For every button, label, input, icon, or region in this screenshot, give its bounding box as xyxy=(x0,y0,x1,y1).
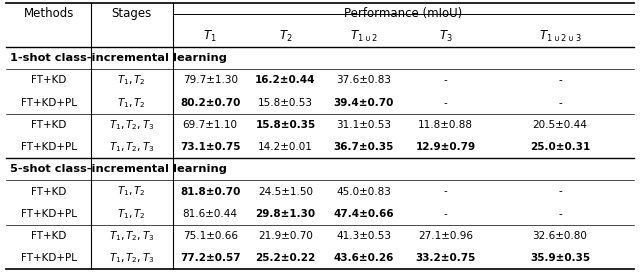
Text: -: - xyxy=(558,209,562,219)
Text: $T_1$: $T_1$ xyxy=(204,29,217,44)
Text: 15.8±0.53: 15.8±0.53 xyxy=(258,98,313,108)
Text: 35.9±0.35: 35.9±0.35 xyxy=(530,253,590,263)
Text: -: - xyxy=(558,98,562,108)
Text: 25.0±0.31: 25.0±0.31 xyxy=(530,142,590,152)
Text: FT+KD+PL: FT+KD+PL xyxy=(20,142,77,152)
Text: FT+KD: FT+KD xyxy=(31,120,67,130)
Text: 32.6±0.80: 32.6±0.80 xyxy=(532,231,588,241)
Text: Performance (mIoU): Performance (mIoU) xyxy=(344,7,462,20)
Text: 31.1±0.53: 31.1±0.53 xyxy=(337,120,392,130)
Text: 81.8±0.70: 81.8±0.70 xyxy=(180,187,241,197)
Text: 20.5±0.44: 20.5±0.44 xyxy=(532,120,588,130)
Text: $T_1, T_2$: $T_1, T_2$ xyxy=(118,73,146,87)
Text: FT+KD+PL: FT+KD+PL xyxy=(20,98,77,108)
Text: $T_1, T_2$: $T_1, T_2$ xyxy=(118,207,146,221)
Text: $T_1, T_2, T_3$: $T_1, T_2, T_3$ xyxy=(109,229,155,243)
Text: $T_1, T_2$: $T_1, T_2$ xyxy=(118,185,146,199)
Text: 33.2±0.75: 33.2±0.75 xyxy=(415,253,476,263)
Text: 75.1±0.66: 75.1±0.66 xyxy=(183,231,237,241)
Text: $T_{1\cup2}$: $T_{1\cup2}$ xyxy=(350,29,378,44)
Text: 39.4±0.70: 39.4±0.70 xyxy=(333,98,394,108)
Text: $T_3$: $T_3$ xyxy=(438,29,452,44)
Text: -: - xyxy=(444,209,447,219)
Text: $T_1, T_2, T_3$: $T_1, T_2, T_3$ xyxy=(109,118,155,132)
Text: 16.2±0.44: 16.2±0.44 xyxy=(255,75,316,85)
Text: $T_1, T_2$: $T_1, T_2$ xyxy=(118,96,146,110)
Text: FT+KD: FT+KD xyxy=(31,187,67,197)
Text: FT+KD+PL: FT+KD+PL xyxy=(20,253,77,263)
Text: 21.9±0.70: 21.9±0.70 xyxy=(258,231,313,241)
Text: 36.7±0.35: 36.7±0.35 xyxy=(333,142,394,152)
Text: 45.0±0.83: 45.0±0.83 xyxy=(337,187,391,197)
Text: -: - xyxy=(558,75,562,85)
Text: -: - xyxy=(444,98,447,108)
Text: 77.2±0.57: 77.2±0.57 xyxy=(180,253,241,263)
Text: 12.9±0.79: 12.9±0.79 xyxy=(415,142,476,152)
Text: Methods: Methods xyxy=(24,7,74,20)
Text: 73.1±0.75: 73.1±0.75 xyxy=(180,142,241,152)
Text: 41.3±0.53: 41.3±0.53 xyxy=(337,231,392,241)
Text: 69.7±1.10: 69.7±1.10 xyxy=(183,120,237,130)
Text: 80.2±0.70: 80.2±0.70 xyxy=(180,98,241,108)
Text: 24.5±1.50: 24.5±1.50 xyxy=(258,187,313,197)
Text: -: - xyxy=(558,187,562,197)
Text: -: - xyxy=(444,75,447,85)
Text: 29.8±1.30: 29.8±1.30 xyxy=(255,209,316,219)
Text: $T_{1\cup2\cup3}$: $T_{1\cup2\cup3}$ xyxy=(539,29,581,44)
Text: FT+KD+PL: FT+KD+PL xyxy=(20,209,77,219)
Text: 25.2±0.22: 25.2±0.22 xyxy=(255,253,316,263)
Text: $T_1, T_2, T_3$: $T_1, T_2, T_3$ xyxy=(109,140,155,154)
Text: $T_2$: $T_2$ xyxy=(278,29,292,44)
Text: 11.8±0.88: 11.8±0.88 xyxy=(418,120,473,130)
Text: 43.6±0.26: 43.6±0.26 xyxy=(333,253,394,263)
Text: 15.8±0.35: 15.8±0.35 xyxy=(255,120,316,130)
Text: Stages: Stages xyxy=(112,7,152,20)
Text: -: - xyxy=(444,187,447,197)
Text: FT+KD: FT+KD xyxy=(31,231,67,241)
Text: 14.2±0.01: 14.2±0.01 xyxy=(258,142,313,152)
Text: 81.6±0.44: 81.6±0.44 xyxy=(183,209,237,219)
Text: FT+KD: FT+KD xyxy=(31,75,67,85)
Text: 27.1±0.96: 27.1±0.96 xyxy=(418,231,473,241)
Text: 5-shot class-incremental learning: 5-shot class-incremental learning xyxy=(10,164,227,174)
Text: $T_1, T_2, T_3$: $T_1, T_2, T_3$ xyxy=(109,251,155,265)
Text: 47.4±0.66: 47.4±0.66 xyxy=(333,209,394,219)
Text: 79.7±1.30: 79.7±1.30 xyxy=(183,75,237,85)
Text: 37.6±0.83: 37.6±0.83 xyxy=(337,75,392,85)
Text: 1-shot class-incremental learning: 1-shot class-incremental learning xyxy=(10,53,227,63)
